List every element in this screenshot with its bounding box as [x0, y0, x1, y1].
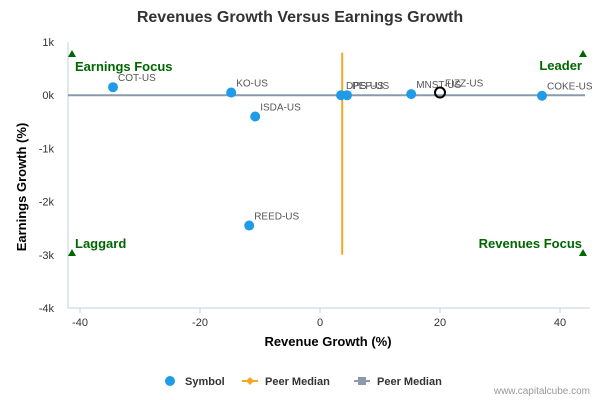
data-point	[537, 90, 547, 101]
data-point-label: DPS-US	[346, 81, 384, 92]
y-tick-label: 1k	[42, 37, 54, 49]
quadrant-label-bottom-right: Revenues Focus	[479, 236, 582, 251]
legend-symbol-marker	[165, 376, 175, 386]
plot-area	[67, 42, 590, 309]
quadrant-triangle-top-left	[68, 50, 76, 57]
y-tick-label: -3k	[39, 250, 55, 262]
data-point-label: COT-US	[118, 73, 156, 84]
quadrant-label-top-left: Earnings Focus	[75, 59, 173, 74]
legend-label: Peer Median	[377, 376, 442, 388]
quadrant-markers: Earnings Focus Leader Laggard Revenues Focu…	[68, 50, 587, 256]
data-point-label: ISDA-US	[260, 102, 301, 113]
x-tick-label: 40	[554, 317, 566, 329]
chart-title: Revenues Growth Versus Earnings Growth	[137, 9, 463, 26]
data-point	[406, 89, 417, 100]
data-point	[226, 87, 237, 98]
highlight-point-label: FIZZ-US	[445, 79, 484, 90]
highlight-point	[434, 86, 446, 99]
x-tick-label: 0	[317, 317, 323, 329]
data-point	[250, 111, 261, 122]
quadrant-label-top-right: Leader	[539, 58, 582, 73]
data-point-label: REED-US	[254, 212, 299, 223]
legend-label: Symbol	[185, 376, 225, 388]
data-point	[244, 220, 255, 231]
quadrant-triangle-top-right	[579, 50, 587, 57]
x-tick-label: 20	[434, 317, 446, 329]
legend-median-horizontal-marker	[358, 377, 366, 385]
axis-ticks: -40 -20 0 20 40 1k 0k -1k -2k -3k -4k	[39, 37, 566, 329]
quadrant-label-bottom-left: Laggard	[75, 236, 126, 251]
y-tick-label: -1k	[39, 143, 55, 155]
data-point-label: PEP-US	[352, 81, 390, 92]
y-axis-title: Earnings Growth (%)	[14, 123, 29, 252]
legend: Symbol Peer Median Peer Median	[165, 376, 442, 388]
y-tick-label: -2k	[39, 197, 55, 209]
quadrant-triangle-bottom-right	[579, 249, 587, 256]
data-point-label: KO-US	[236, 79, 268, 90]
x-tick-label: -20	[192, 317, 208, 329]
quadrant-triangle-bottom-left	[68, 249, 76, 256]
y-tick-label: -4k	[39, 303, 55, 315]
data-point	[342, 90, 352, 101]
data-point	[108, 82, 118, 93]
peer-median-lines	[68, 52, 585, 255]
legend-label: Peer Median	[265, 376, 330, 388]
x-tick-label: -40	[72, 317, 88, 329]
data-point-label: MNST-US	[416, 80, 461, 91]
y-tick-label: 0k	[42, 90, 54, 102]
x-axis-title: Revenue Growth (%)	[264, 334, 391, 349]
legend-median-vertical-marker	[246, 377, 254, 385]
data-point-label: COKE-US	[547, 82, 593, 93]
credit-text: www.capitalcube.com	[493, 386, 590, 397]
